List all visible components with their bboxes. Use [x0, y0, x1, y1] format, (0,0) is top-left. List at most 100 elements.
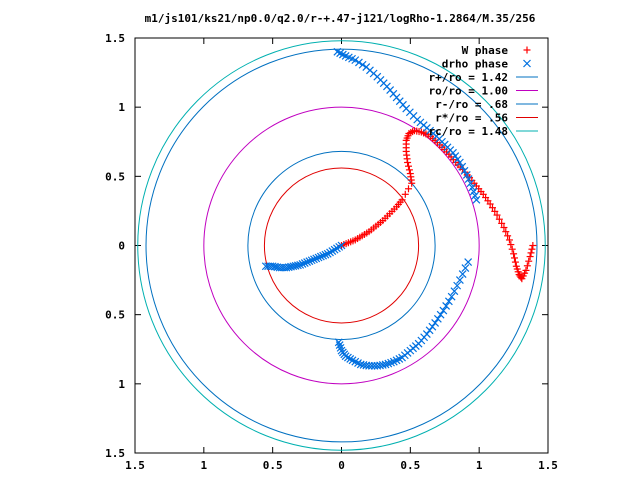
drho-phase-point — [455, 158, 464, 167]
drho-phase-point — [298, 260, 307, 268]
drho-phase-point — [451, 152, 460, 160]
drho-phase-point — [346, 355, 355, 363]
w-phase-point — [405, 166, 413, 174]
legend-label: r-/ro = .68 — [435, 98, 508, 111]
drho-phase-point — [464, 258, 473, 267]
w-phase-point — [510, 250, 518, 258]
w-phase-point — [500, 224, 508, 232]
w-phase-point — [502, 228, 510, 236]
legend-label: ro/ro = 1.00 — [429, 85, 508, 98]
drho-phase-point — [264, 262, 273, 271]
drho-phase-point — [344, 353, 352, 362]
drho-phase-point — [333, 47, 342, 56]
circles — [137, 40, 546, 451]
circle-series — [145, 48, 538, 443]
y-tick-label: 1.5 — [105, 447, 125, 460]
data-points — [261, 47, 537, 370]
drho-phase-point — [335, 242, 344, 251]
y-tick-label: 0.5 — [105, 170, 125, 183]
drho-phase-point — [305, 257, 314, 266]
w-phase-point — [498, 219, 506, 227]
drho-phase-point — [460, 166, 469, 175]
drho-phase-point — [387, 358, 395, 367]
drho-phase-point — [341, 352, 350, 361]
w-phase-point — [525, 257, 533, 265]
y-tick-label: 0.5 — [105, 309, 125, 322]
w-phase-point — [401, 190, 409, 198]
w-phase-point — [488, 204, 496, 212]
drho-phase-point — [261, 262, 270, 271]
x-tick-label: 0 — [338, 459, 345, 472]
drho-phase-point — [453, 281, 462, 290]
w-phase-point — [398, 196, 406, 204]
drho-phase-point — [464, 175, 473, 184]
drho-phase-point — [323, 249, 332, 258]
drho-phase-point — [468, 183, 477, 192]
w-phase-point — [505, 236, 513, 244]
circle-series — [203, 106, 480, 385]
drho-phase-point — [453, 155, 462, 164]
drho-phase-point — [328, 247, 337, 255]
drho-phase-point — [384, 359, 393, 368]
drho-phase-point — [436, 310, 445, 319]
drho-phase-point — [433, 314, 442, 323]
drho-phase-point — [330, 245, 339, 254]
legend-label: rc/ro = 1.48 — [429, 125, 508, 138]
w-phase-point — [527, 249, 535, 257]
x-tick-label: 1 — [476, 459, 483, 472]
drho-phase-point — [358, 60, 367, 69]
drho-phase-point — [312, 254, 321, 263]
drho-phase-point — [450, 287, 459, 296]
chart-title: m1/js101/ks21/np0.0/q2.0/r-+.47-j121/log… — [145, 12, 536, 25]
drho-phase-point — [439, 306, 448, 315]
w-phase-point — [404, 185, 412, 193]
drho-phase-point — [461, 264, 470, 273]
y-tick-label: 1.5 — [105, 32, 125, 45]
legend-label: W phase — [462, 44, 509, 57]
w-phase-point — [495, 215, 503, 223]
drho-phase-point — [300, 259, 309, 267]
x-tick-label: 1 — [201, 459, 208, 472]
drho-phase-point — [471, 191, 479, 200]
drho-phase-point — [428, 322, 437, 331]
x-tick-label: 0.5 — [400, 459, 420, 472]
drho-phase-point — [469, 187, 478, 196]
drho-phase-point — [307, 256, 316, 265]
w-phase-point — [406, 170, 414, 178]
legend-label: r*/ro = .56 — [435, 112, 508, 125]
w-phase-point — [511, 258, 519, 266]
y-tick-label: 1 — [118, 378, 125, 391]
drho-phase-point — [458, 270, 467, 279]
drho-phase-point — [381, 360, 390, 369]
legend-label: r+/ro = 1.42 — [429, 71, 508, 84]
drho-phase-point — [316, 252, 325, 261]
drho-phase-point — [336, 343, 345, 352]
w-phase-point — [522, 266, 530, 274]
w-phase-point — [528, 245, 536, 253]
drho-phase-point — [332, 244, 341, 253]
drho-phase-point — [472, 195, 481, 204]
drho-phase-point — [326, 248, 334, 257]
w-phase-point — [529, 242, 537, 249]
x-tick-label: 1.5 — [125, 459, 145, 472]
drho-phase-point — [422, 330, 431, 338]
drho-phase-point — [444, 297, 453, 306]
drho-phase-point — [337, 241, 346, 250]
drho-phase-point — [319, 251, 328, 260]
drho-phase-point — [431, 319, 440, 327]
drho-phase-point — [355, 58, 363, 67]
legend-swatch — [523, 46, 531, 54]
circle-series — [263, 167, 420, 324]
w-phase-point — [526, 253, 534, 261]
y-tick-label: 1 — [118, 101, 125, 114]
x-tick-label: 0.5 — [263, 459, 283, 472]
drho-phase-point — [321, 250, 330, 259]
w-phase-point — [504, 232, 512, 240]
drho-phase-point — [466, 179, 475, 188]
drho-phase-point — [455, 276, 464, 285]
drho-phase-point — [314, 253, 323, 262]
w-phase-point — [508, 245, 516, 253]
circle-series — [137, 40, 546, 451]
